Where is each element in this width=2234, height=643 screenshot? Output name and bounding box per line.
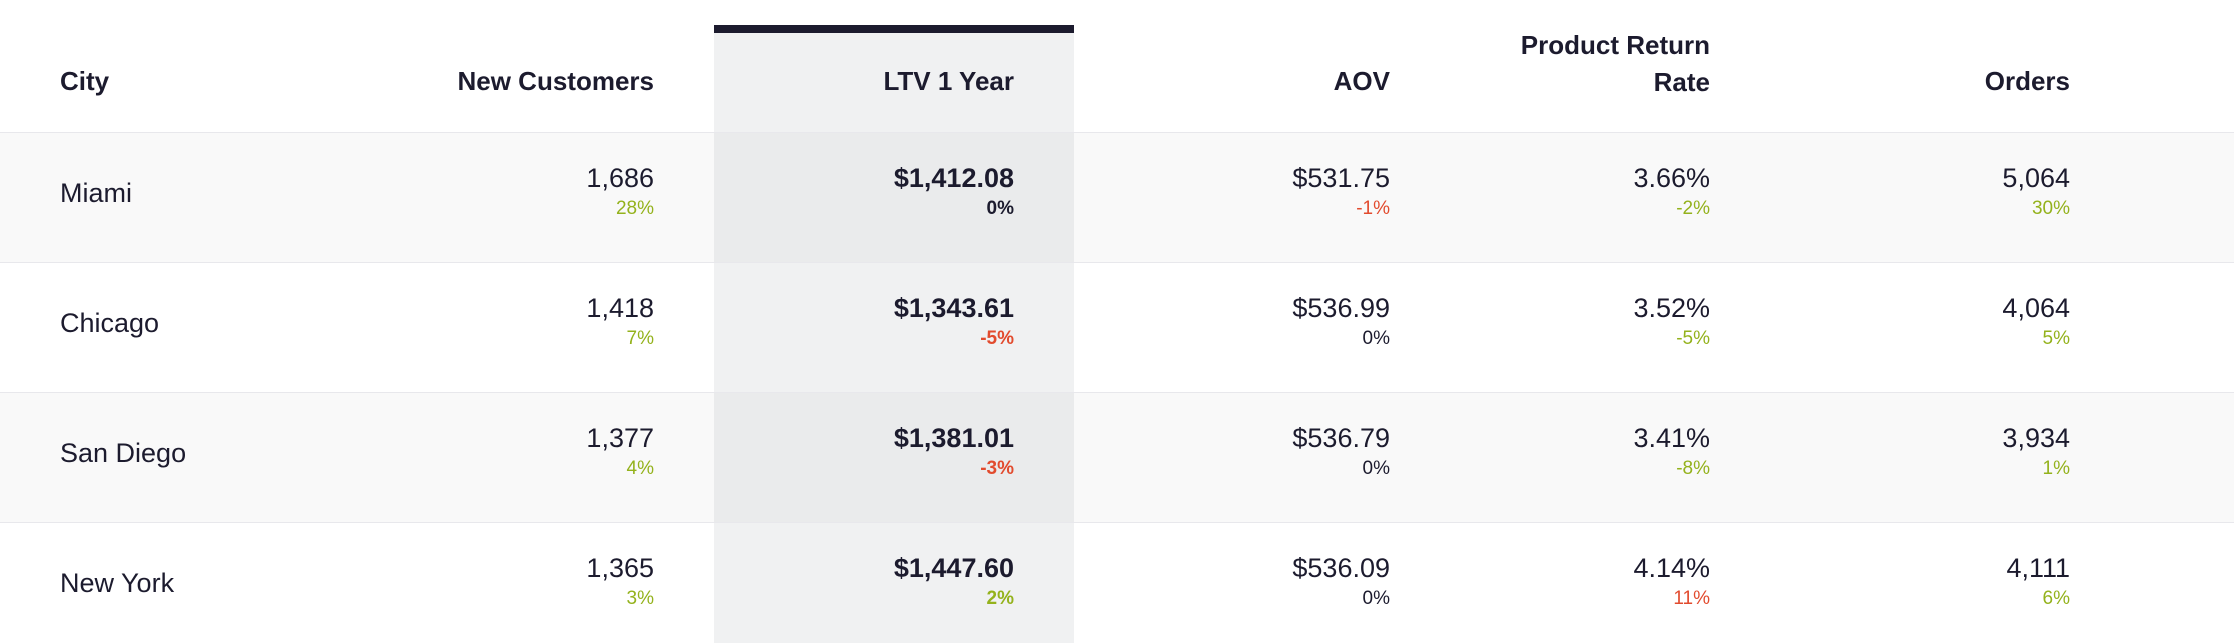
return-rate-change: -2% xyxy=(1676,198,1710,219)
selected-cell-background xyxy=(714,133,1074,262)
new-customers-change: 4% xyxy=(626,458,654,479)
column-header-aov[interactable]: AOV xyxy=(1333,66,1390,96)
orders-cell: 5,064 30% xyxy=(2002,161,2070,222)
column-header-city[interactable]: City xyxy=(60,66,110,96)
ltv-value: $1,412.08 xyxy=(893,163,1014,193)
ltv-cell: $1,343.61 -5% xyxy=(894,291,1014,352)
new-customers-change: 7% xyxy=(626,328,654,349)
column-header-product-return-rate-line1: Product Return xyxy=(1520,30,1710,60)
new-customers-change: 3% xyxy=(626,588,654,609)
new-customers-cell: 1,365 3% xyxy=(586,551,654,612)
selected-cell-background xyxy=(714,263,1074,392)
ltv-cell: $1,381.01 -3% xyxy=(894,421,1014,482)
return-rate-change: 11% xyxy=(1673,588,1710,609)
aov-value: $536.79 xyxy=(1292,423,1390,453)
ltv-cell: $1,447.60 2% xyxy=(894,551,1014,612)
orders-change: 30% xyxy=(2031,198,2070,219)
orders-cell: 4,111 6% xyxy=(2006,551,2070,612)
new-customers-value: 1,686 xyxy=(586,163,654,193)
return-rate-value: 3.52% xyxy=(1633,293,1710,323)
table-row[interactable]: San Diego 1,377 4% $1,381.01 -3% $536.79… xyxy=(0,393,2234,523)
return-rate-change: -8% xyxy=(1676,458,1710,479)
table-header: City New Customers LTV 1 Year AOV Produc… xyxy=(0,0,2234,133)
return-rate-value: 3.41% xyxy=(1633,423,1710,453)
new-customers-value: 1,365 xyxy=(586,553,654,583)
new-customers-cell: 1,418 7% xyxy=(586,291,654,352)
selected-cell-background xyxy=(714,523,1074,643)
aov-cell: $531.75 -1% xyxy=(1292,161,1390,222)
new-customers-change: 28% xyxy=(615,198,654,219)
aov-cell: $536.09 0% xyxy=(1292,551,1390,612)
return-rate-change: -5% xyxy=(1676,328,1710,349)
new-customers-cell: 1,377 4% xyxy=(586,421,654,482)
orders-value: 3,934 xyxy=(2002,423,2070,453)
table-row[interactable]: Miami 1,686 28% $1,412.08 0% $531.75 -1%… xyxy=(0,133,2234,263)
ltv-change: -3% xyxy=(980,458,1014,479)
city-name: New York xyxy=(60,568,175,598)
column-header-orders[interactable]: Orders xyxy=(1984,66,2070,96)
aov-value: $536.09 xyxy=(1292,553,1390,583)
ltv-value: $1,343.61 xyxy=(893,293,1014,323)
orders-cell: 3,934 1% xyxy=(2002,421,2070,482)
return-rate-cell: 3.52% -5% xyxy=(1633,291,1710,352)
aov-value: $536.99 xyxy=(1292,293,1390,323)
city-name: Chicago xyxy=(60,308,160,338)
city-name: Miami xyxy=(60,178,132,208)
return-rate-value: 3.66% xyxy=(1633,163,1710,193)
city-name: San Diego xyxy=(60,438,187,468)
orders-value: 4,064 xyxy=(2002,293,2070,323)
return-rate-cell: 4.14% 11% xyxy=(1633,551,1710,612)
selected-column-indicator xyxy=(714,25,1074,33)
ltv-cell: $1,412.08 0% xyxy=(894,161,1014,222)
ltv-change: 0% xyxy=(986,198,1014,219)
orders-change: 1% xyxy=(2042,458,2070,479)
selected-cell-background xyxy=(714,393,1074,522)
return-rate-cell: 3.66% -2% xyxy=(1633,161,1710,222)
orders-change: 5% xyxy=(2042,328,2070,349)
table-row[interactable]: New York 1,365 3% $1,447.60 2% $536.09 0… xyxy=(0,523,2234,643)
aov-change: 0% xyxy=(1362,458,1390,479)
return-rate-cell: 3.41% -8% xyxy=(1633,421,1710,482)
orders-value: 4,111 xyxy=(2006,553,2070,583)
new-customers-value: 1,377 xyxy=(586,423,654,453)
aov-cell: $536.79 0% xyxy=(1292,421,1390,482)
ltv-value: $1,381.01 xyxy=(893,423,1014,453)
aov-change: -1% xyxy=(1356,198,1390,219)
aov-change: 0% xyxy=(1362,588,1390,609)
column-header-new-customers[interactable]: New Customers xyxy=(457,66,655,96)
orders-cell: 4,064 5% xyxy=(2002,291,2070,352)
return-rate-value: 4.14% xyxy=(1633,553,1710,583)
column-header-ltv-1-year[interactable]: LTV 1 Year xyxy=(883,66,1014,96)
new-customers-value: 1,418 xyxy=(586,293,654,323)
aov-value: $531.75 xyxy=(1292,163,1390,193)
ltv-value: $1,447.60 xyxy=(893,553,1014,583)
aov-change: 0% xyxy=(1362,328,1390,349)
new-customers-cell: 1,686 28% xyxy=(586,161,654,222)
orders-change: 6% xyxy=(2042,588,2070,609)
table-row[interactable]: Chicago 1,418 7% $1,343.61 -5% $536.99 0… xyxy=(0,263,2234,393)
column-header-product-return-rate-line2: Rate xyxy=(1653,67,1710,97)
ltv-change: 2% xyxy=(986,588,1014,609)
orders-value: 5,064 xyxy=(2002,163,2070,193)
ltv-change: -5% xyxy=(980,328,1014,349)
aov-cell: $536.99 0% xyxy=(1292,291,1390,352)
column-header-product-return-rate[interactable]: Product Return Rate xyxy=(1521,27,1710,101)
